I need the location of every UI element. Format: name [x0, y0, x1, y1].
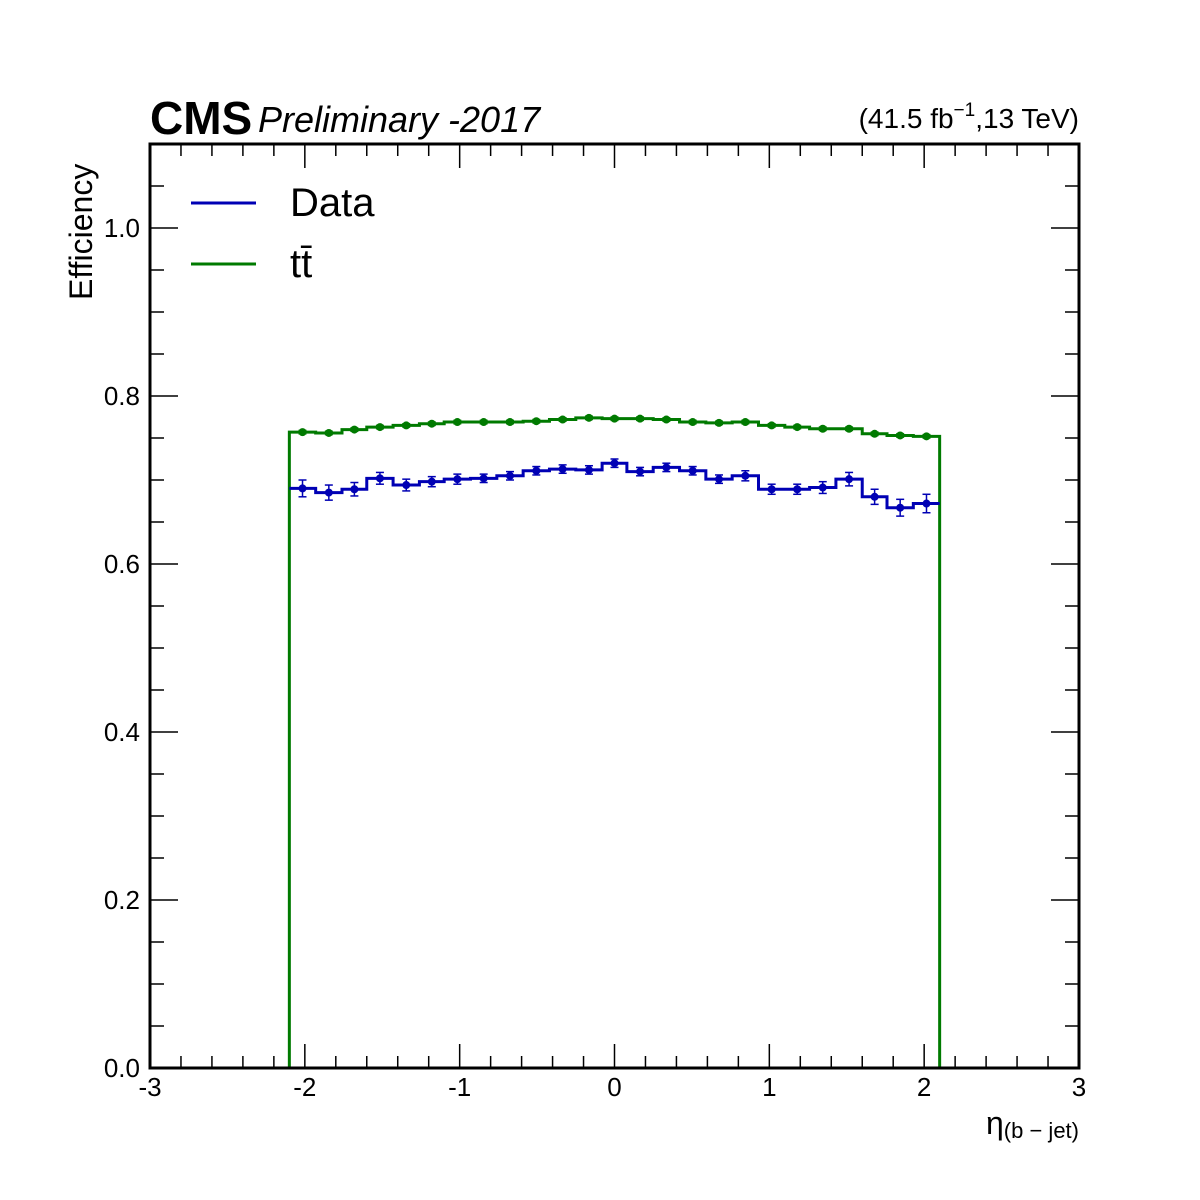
ttbar-data-point: [741, 418, 750, 427]
x-tick-label: 1: [762, 1072, 776, 1102]
ttbar-data-point: [922, 432, 931, 441]
legend-label-ttbar: tt̄: [290, 242, 312, 286]
data-data-point: [324, 488, 333, 497]
ttbar-data-point: [793, 423, 802, 432]
ttbar-data-point: [453, 418, 462, 427]
data-data-point: [662, 463, 671, 472]
data-data-point: [350, 485, 359, 494]
data-data-point: [818, 483, 827, 492]
legend: Data tt̄: [191, 181, 375, 286]
y-tick-label: 1.0: [104, 213, 140, 243]
x-tick-label: -1: [448, 1072, 471, 1102]
y-tick-label: 0.2: [104, 885, 140, 915]
ttbar-data-point: [402, 421, 411, 430]
ttbar-data-point: [558, 415, 567, 424]
data-data-point: [636, 467, 645, 476]
data-data-point: [870, 492, 879, 501]
x-axis-title-main: η: [986, 1105, 1004, 1141]
series-ttbar: [287, 413, 942, 1068]
ttbar-data-point: [375, 423, 384, 432]
y-tick-label: 0.6: [104, 549, 140, 579]
luminosity-label: (41.5 fb−1,13 TeV): [859, 100, 1079, 134]
data-data-point: [922, 499, 931, 508]
y-tick-label: 0.4: [104, 717, 140, 747]
x-tick-labels: -3 -2 -1 0 1 2 3: [138, 1072, 1086, 1102]
data-data-point: [845, 475, 854, 484]
lumi-suffix: ,13 TeV): [975, 103, 1079, 134]
y-tick-labels: 0.0 0.2 0.4 0.6 0.8 1.0: [104, 213, 140, 1083]
data-data-point: [688, 466, 697, 475]
y-tick-label: 0.8: [104, 381, 140, 411]
ttbar-data-point: [479, 418, 488, 427]
data-data-point: [505, 471, 514, 480]
plot-frame: [148, 142, 1081, 1070]
status-label: Preliminary -2017: [258, 99, 542, 140]
x-tick-label: 0: [607, 1072, 621, 1102]
x-tick-label: 3: [1072, 1072, 1086, 1102]
ttbar-data-point: [427, 419, 436, 428]
data-data-point: [741, 471, 750, 480]
ttbar-data-point: [715, 418, 724, 427]
ttbar-histogram-line: [287, 416, 942, 1068]
legend-label-data: Data: [290, 181, 375, 225]
ttbar-data-point: [584, 413, 593, 422]
ttbar-data-point: [610, 414, 619, 423]
data-data-point: [532, 466, 541, 475]
x-tick-label: -2: [293, 1072, 316, 1102]
ttbar-data-point: [350, 425, 359, 434]
ttbar-data-point: [324, 428, 333, 437]
data-data-point: [453, 475, 462, 484]
ttbar-data-point: [298, 428, 307, 437]
x-tick-label: 2: [917, 1072, 931, 1102]
experiment-label: CMS: [150, 92, 252, 144]
data-data-point: [402, 481, 411, 490]
ttbar-data-point: [662, 415, 671, 424]
ttbar-data-point: [767, 421, 776, 430]
x-axis-title: η(b − jet): [986, 1105, 1079, 1143]
data-data-point: [479, 474, 488, 483]
ttbar-data-point: [688, 418, 697, 427]
ttbar-data-point: [896, 431, 905, 440]
ttbar-data-point: [505, 418, 514, 427]
data-data-point: [896, 503, 905, 512]
x-tick-label: -3: [138, 1072, 161, 1102]
ttbar-data-point: [870, 429, 879, 438]
data-data-point: [558, 465, 567, 474]
data-data-point: [715, 475, 724, 484]
data-data-point: [767, 485, 776, 494]
data-data-point: [584, 465, 593, 474]
ttbar-data-point: [845, 424, 854, 433]
data-data-point: [793, 485, 802, 494]
data-data-point: [375, 474, 384, 483]
data-histogram-line: [289, 461, 940, 510]
data-data-point: [610, 459, 619, 468]
y-axis-title: Efficiency: [63, 164, 99, 300]
x-axis-title-sub: (b − jet): [1004, 1118, 1079, 1143]
y-tick-label: 0.0: [104, 1053, 140, 1083]
lumi-prefix: (41.5 fb: [859, 103, 954, 134]
ttbar-data-point: [532, 417, 541, 426]
series-data: [289, 458, 940, 517]
ttbar-data-point: [818, 424, 827, 433]
data-data-point: [298, 484, 307, 493]
data-data-point: [427, 477, 436, 486]
ttbar-data-point: [636, 414, 645, 423]
lumi-exponent: −1: [954, 100, 976, 121]
